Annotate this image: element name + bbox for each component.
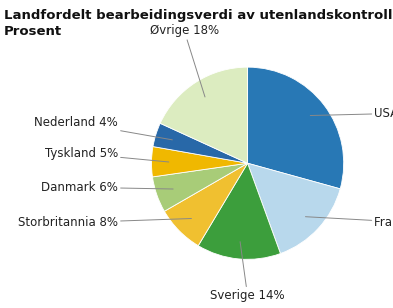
Text: Storbritannia 8%: Storbritannia 8% xyxy=(18,216,191,229)
Wedge shape xyxy=(248,67,344,189)
Wedge shape xyxy=(160,67,248,163)
Text: Frankrike 15%: Frankrike 15% xyxy=(305,216,393,229)
Text: Sverige 14%: Sverige 14% xyxy=(210,242,285,302)
Text: Danmark 6%: Danmark 6% xyxy=(41,181,173,194)
Wedge shape xyxy=(151,147,248,177)
Wedge shape xyxy=(153,123,248,163)
Text: Nederland 4%: Nederland 4% xyxy=(34,116,173,140)
Wedge shape xyxy=(164,163,248,246)
Text: USA 29%: USA 29% xyxy=(310,107,393,120)
Text: Tyskland 5%: Tyskland 5% xyxy=(45,147,169,162)
Text: Øvrige 18%: Øvrige 18% xyxy=(150,24,219,97)
Text: Landfordelt bearbeidingsverdi av utenlandskontrollerte foretak.
Prosent: Landfordelt bearbeidingsverdi av utenlan… xyxy=(4,9,393,38)
Wedge shape xyxy=(152,163,248,211)
Wedge shape xyxy=(198,163,281,259)
Wedge shape xyxy=(248,163,340,253)
